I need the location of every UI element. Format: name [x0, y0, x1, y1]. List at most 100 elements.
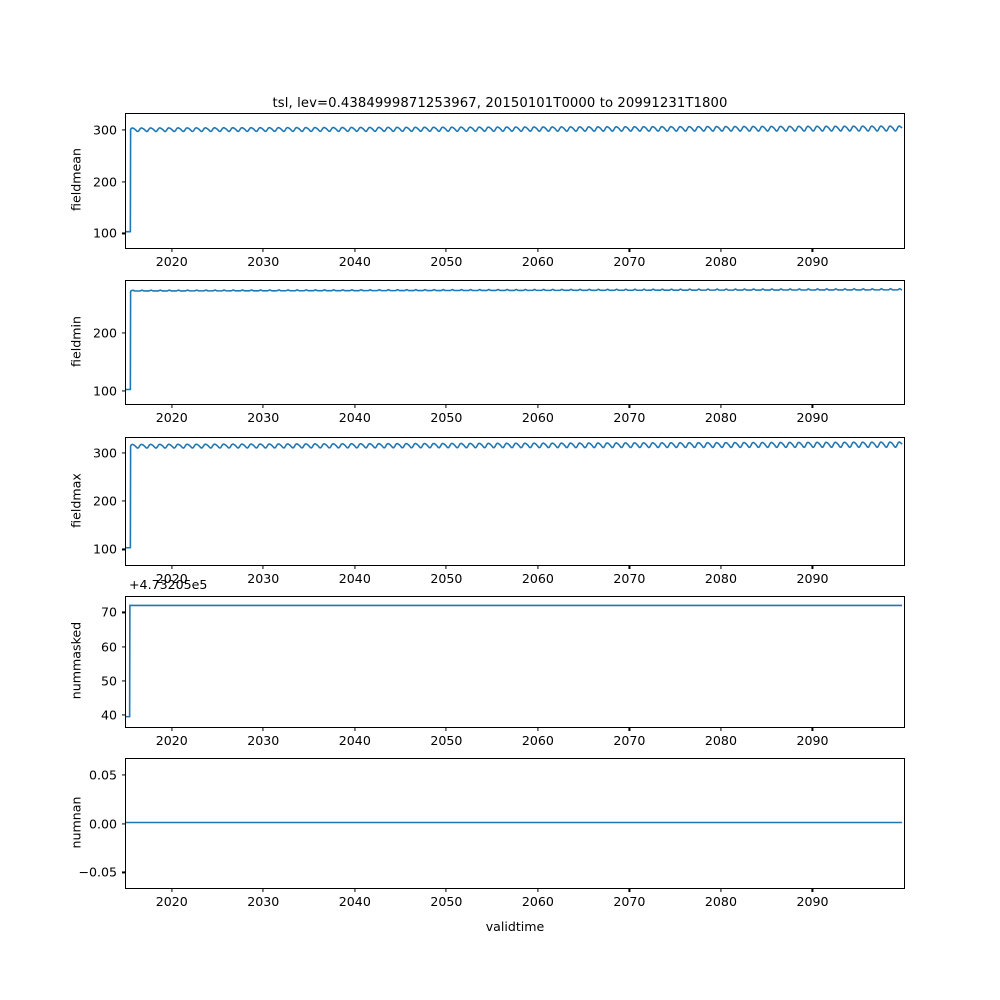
xtick-mark: [628, 888, 630, 893]
xtick-mark: [354, 404, 356, 409]
xtick-label: 2040: [338, 254, 371, 269]
xtick-mark: [354, 888, 356, 893]
xtick-mark: [811, 727, 814, 732]
xtick-label: 2080: [704, 254, 737, 269]
xtick-mark: [171, 565, 173, 570]
plot-area-fieldmin: [126, 281, 904, 404]
subplot-numnan: numnan 0.05 0.00 −0.05 2020 2030 2040 2050 2060…: [69, 758, 905, 909]
xtick-mark: [811, 565, 814, 570]
xtick-label: 2030: [247, 894, 280, 909]
ytick-mark: [121, 180, 126, 183]
ytick-mark: [121, 646, 126, 648]
xtick-mark: [537, 248, 539, 253]
xtick-label: 2020: [155, 571, 188, 586]
xtick-mark: [537, 888, 539, 893]
xtick-label: 2070: [613, 254, 646, 269]
xtick-label: 2020: [155, 894, 188, 909]
xtick-label: 2060: [521, 894, 554, 909]
plot-area-fieldmax: [126, 438, 904, 565]
ytick-label: 0.05: [88, 767, 117, 783]
series-nummasked: [126, 604, 903, 718]
xtick-label: 2080: [704, 571, 737, 586]
xtick-mark: [537, 565, 539, 570]
ytick-mark: [121, 232, 126, 235]
ytick-mark: [121, 451, 126, 454]
xtick-mark: [262, 404, 264, 409]
xtick-label: 2020: [155, 254, 188, 269]
ytick-mark: [121, 332, 126, 334]
ytick-label: 0.00: [88, 816, 117, 831]
xtick-mark: [537, 404, 539, 409]
xtick-mark: [262, 248, 264, 253]
xtick-mark: [171, 727, 173, 732]
ylabel-fieldmax: fieldmax: [68, 472, 84, 528]
xtick-label: 2040: [338, 571, 371, 586]
ytick-mark: [121, 714, 126, 716]
subplot-fieldmax: fieldmax 100 200 300 2020 2030 2040 2050 2060 20…: [69, 437, 905, 586]
ylabel-fieldmean: fieldmean: [68, 148, 84, 211]
xtick-label: 2060: [521, 410, 554, 425]
subplot-nummasked: nummasked +4.73205e5 40 50 60 70 2020 2030 204…: [69, 577, 905, 748]
ytick-mark: [121, 680, 126, 682]
xtick-label: 2060: [521, 254, 554, 269]
xtick-mark: [262, 888, 264, 893]
ytick-mark: [121, 774, 126, 776]
xtick-label: 2020: [155, 410, 188, 425]
ytick-label: 40: [100, 707, 117, 723]
xtick-label: 2040: [338, 894, 371, 909]
ytick-label: 300: [92, 122, 117, 138]
xaxis-label: validtime: [485, 919, 545, 934]
xtick-mark: [354, 565, 356, 570]
xtick-mark: [537, 727, 539, 732]
xtick-label: 2050: [430, 254, 463, 269]
xtick-mark: [262, 727, 264, 732]
xtick-label: 2030: [247, 733, 280, 748]
xtick-label: 2050: [430, 733, 463, 748]
xtick-mark: [720, 888, 722, 893]
ytick-mark: [121, 822, 126, 825]
ytick-label: 100: [92, 225, 117, 241]
xtick-label: 2030: [247, 254, 280, 269]
plot-area-fieldmean: [126, 114, 904, 248]
ytick-label: −0.05: [78, 864, 117, 880]
ytick-label: 200: [92, 325, 117, 341]
xtick-label: 2050: [430, 894, 463, 909]
xtick-label: 2050: [430, 410, 463, 425]
xtick-mark: [720, 248, 722, 253]
ytick-mark: [121, 129, 126, 131]
xtick-mark: [171, 404, 173, 409]
xtick-label: 2080: [704, 410, 737, 425]
xtick-label: 2070: [613, 571, 646, 586]
ytick-label: 60: [100, 639, 117, 655]
xtick-mark: [445, 248, 447, 253]
xtick-label: 2040: [338, 410, 371, 425]
xtick-label: 2090: [796, 410, 829, 425]
xtick-mark: [720, 727, 722, 732]
xtick-mark: [354, 248, 356, 253]
ytick-mark: [121, 500, 126, 502]
xtick-label: 2090: [796, 894, 829, 909]
xtick-label: 2060: [521, 733, 554, 748]
yaxis-offset-text-nummasked: +4.73205e5: [129, 577, 208, 592]
xtick-mark: [811, 404, 814, 409]
xtick-label: 2030: [247, 410, 280, 425]
xtick-mark: [628, 565, 630, 570]
xtick-mark: [628, 404, 630, 409]
xtick-label: 2050: [430, 571, 463, 586]
ytick-label: 300: [92, 445, 117, 461]
xtick-label: 2090: [796, 571, 829, 586]
ylabel-nummasked: nummasked: [68, 621, 84, 700]
series-numnan: [126, 821, 903, 824]
ylabel-fieldmin: fieldmin: [68, 315, 84, 367]
xtick-label: 2080: [704, 733, 737, 748]
xtick-mark: [354, 727, 356, 732]
xtick-label: 2080: [704, 894, 737, 909]
xtick-mark: [628, 727, 630, 732]
ytick-label: 70: [100, 604, 117, 620]
ytick-mark: [121, 611, 126, 613]
xtick-mark: [445, 727, 447, 732]
ytick-label: 200: [92, 493, 117, 509]
xtick-mark: [171, 248, 173, 253]
figure-title: tsl, lev=0.4384999871253967, 20150101T00…: [272, 96, 728, 111]
subplot-fieldmean: fieldmean 100 200 300 2020 2030 2040 2050 2060 2…: [69, 113, 905, 269]
